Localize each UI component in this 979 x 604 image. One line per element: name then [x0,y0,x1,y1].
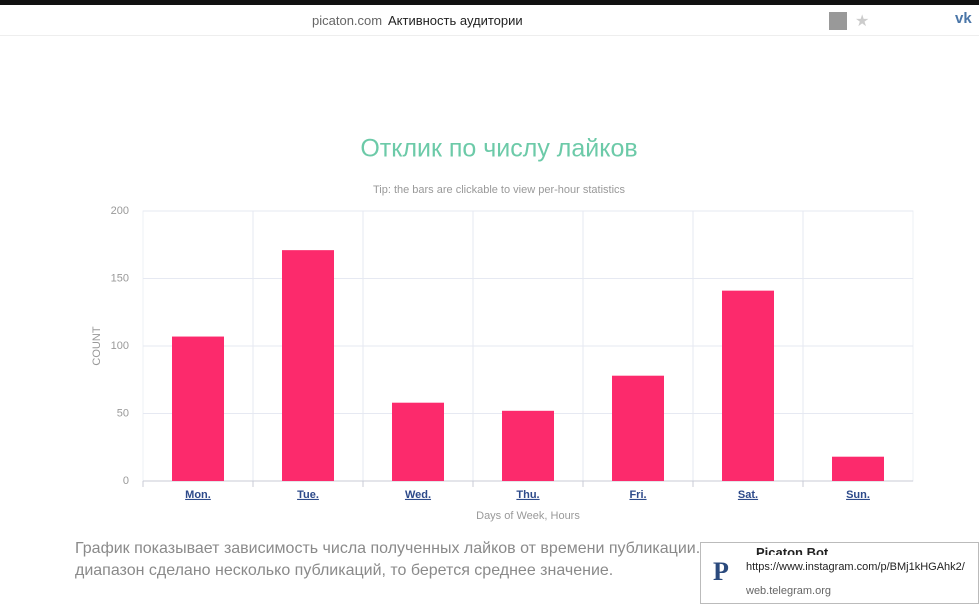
host: picaton.com [312,13,383,28]
notification-text: https://www.instagram.com/p/BMj1kHGAhk2/ [746,561,965,573]
x-axis-title: Days of Week, Hours [476,510,580,522]
chart: Отклик по числу лайков Tip: the bars are… [91,135,914,522]
bar[interactable] [832,456,884,481]
description: График показывает зависимость числа полу… [75,538,754,582]
bar[interactable] [282,250,334,481]
address-bar: picaton.com Активность аудитории ★ vk [0,5,979,36]
bar[interactable] [612,375,664,481]
chart-subtitle: Tip: the bars are clickable to view per-… [373,184,626,196]
x-tick-label[interactable]: Sun. [846,489,870,501]
x-tick-label[interactable]: Fri. [629,489,646,501]
vk-icon[interactable]: vk [955,10,972,27]
lock-icon[interactable] [829,12,847,30]
notification-icon: P [713,557,729,586]
bar[interactable] [392,402,444,481]
y-axis-title: COUNT [91,326,103,365]
star-icon[interactable]: ★ [855,13,870,30]
notification[interactable]: P Picaton Bot https://www.instagram.com/… [700,542,979,604]
x-tick-label[interactable]: Wed. [405,489,431,501]
y-tick-label: 200 [111,205,129,217]
y-tick-label: 50 [117,407,129,419]
bar[interactable] [722,290,774,481]
x-tick-label[interactable]: Thu. [516,489,539,501]
window-bar [0,0,979,5]
x-tick-label[interactable]: Mon. [185,489,211,501]
bar[interactable] [502,410,554,481]
chart-title: Отклик по числу лайков [360,135,637,163]
notification-title: Picaton Bot [756,545,829,555]
description-line: График показывает зависимость числа полу… [75,540,755,557]
y-tick-label: 0 [123,475,129,487]
x-tick-label[interactable]: Tue. [297,489,319,501]
tab-title: Активность аудитории [388,13,523,28]
bar[interactable] [172,336,224,481]
x-tick-label[interactable]: Sat. [738,489,758,501]
notification-source: web.telegram.org [746,585,831,597]
y-tick-label: 100 [111,340,129,352]
description-line: диапазон сделано несколько публикаций, т… [75,562,614,579]
y-tick-label: 150 [111,272,129,284]
